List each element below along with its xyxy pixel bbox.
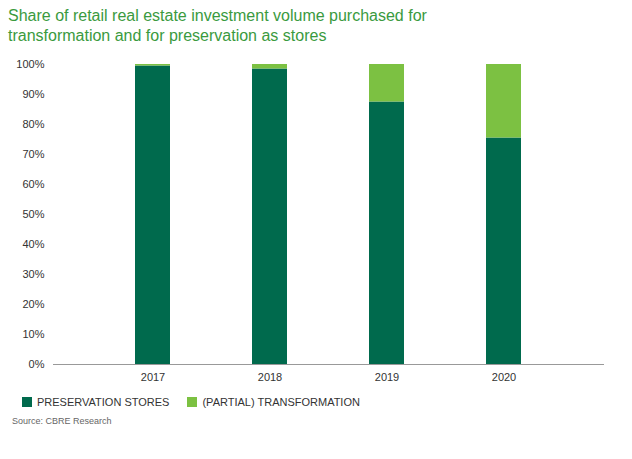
svg-text:80%: 80% [22, 118, 44, 130]
svg-text:60%: 60% [22, 178, 44, 190]
html-text:Source: CBRE Research: Source: CBRE Research [12, 416, 112, 426]
html-text:(PARTIAL) TRANSFORMATION: (PARTIAL) TRANSFORMATION [202, 396, 360, 408]
svg-text:50%: 50% [22, 208, 44, 220]
svg-text:100%: 100% [16, 58, 44, 70]
svg-text:30%: 30% [22, 268, 44, 280]
svg-text:0%: 0% [29, 358, 45, 370]
svg-text:2020: 2020 [492, 371, 516, 383]
svg-text:2017: 2017 [141, 371, 165, 383]
html-text:Share of retail real estate in: Share of retail real estate investment v… [8, 7, 427, 44]
svg-text:20%: 20% [22, 298, 44, 310]
html-text:PRESERVATION STORES: PRESERVATION STORES [37, 396, 170, 408]
svg-text:40%: 40% [22, 238, 44, 250]
svg-text:10%: 10% [22, 328, 44, 340]
svg-text:2019: 2019 [375, 371, 399, 383]
svg-text:70%: 70% [22, 148, 44, 160]
svg-text:2018: 2018 [258, 371, 282, 383]
svg-text:90%: 90% [22, 88, 44, 100]
